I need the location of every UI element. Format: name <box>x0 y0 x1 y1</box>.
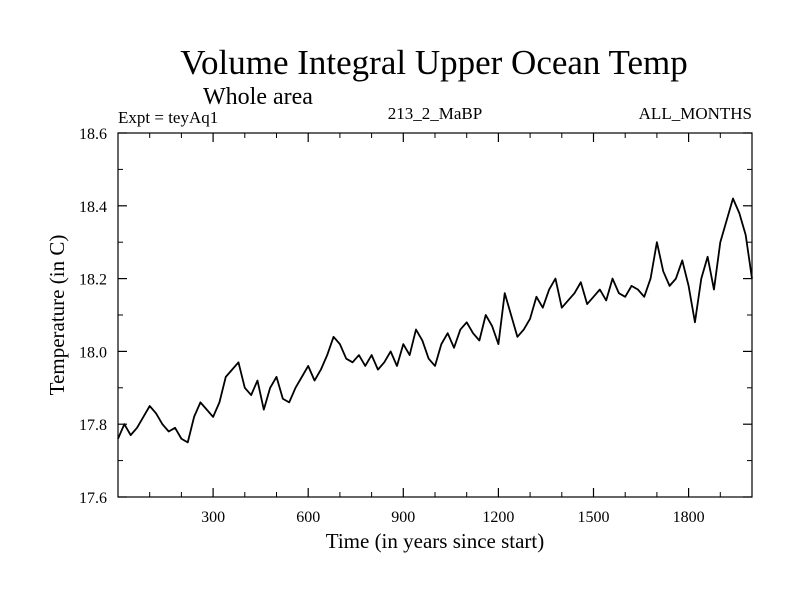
x-axis-label: Time (in years since start) <box>326 529 545 553</box>
x-tick-label: 1500 <box>578 509 610 526</box>
x-tick-label: 900 <box>391 509 415 526</box>
tick-labels: 300 600 900 1200 1500 1800 17.6 17.8 18.0 18.2 18.… <box>79 126 705 526</box>
chart-title: Volume Integral Upper Ocean Temp <box>180 43 687 82</box>
temperature-series-line <box>117 197 753 444</box>
plot-frame <box>117 132 753 498</box>
experiment-label: Expt = teyAq1 <box>118 108 218 127</box>
months-label: ALL_MONTHS <box>639 104 752 123</box>
x-tick-label: 600 <box>296 509 320 526</box>
y-axis-label: Temperature (in C) <box>45 235 69 396</box>
y-tick-label: 18.2 <box>79 272 107 289</box>
y-tick-label: 18.6 <box>79 126 107 143</box>
x-tick-label: 300 <box>201 509 225 526</box>
chart-subtitle: Whole area <box>203 84 313 110</box>
y-tick-label: 17.8 <box>79 417 107 434</box>
x-tick-label: 1800 <box>673 509 705 526</box>
y-tick-label: 17.6 <box>79 490 107 507</box>
y-tick-label: 18.4 <box>79 199 107 216</box>
y-tick-label: 18.0 <box>79 344 107 361</box>
period-label: 213_2_MaBP <box>388 104 482 123</box>
x-tick-label: 1200 <box>482 509 514 526</box>
axis-ticks <box>118 132 752 498</box>
